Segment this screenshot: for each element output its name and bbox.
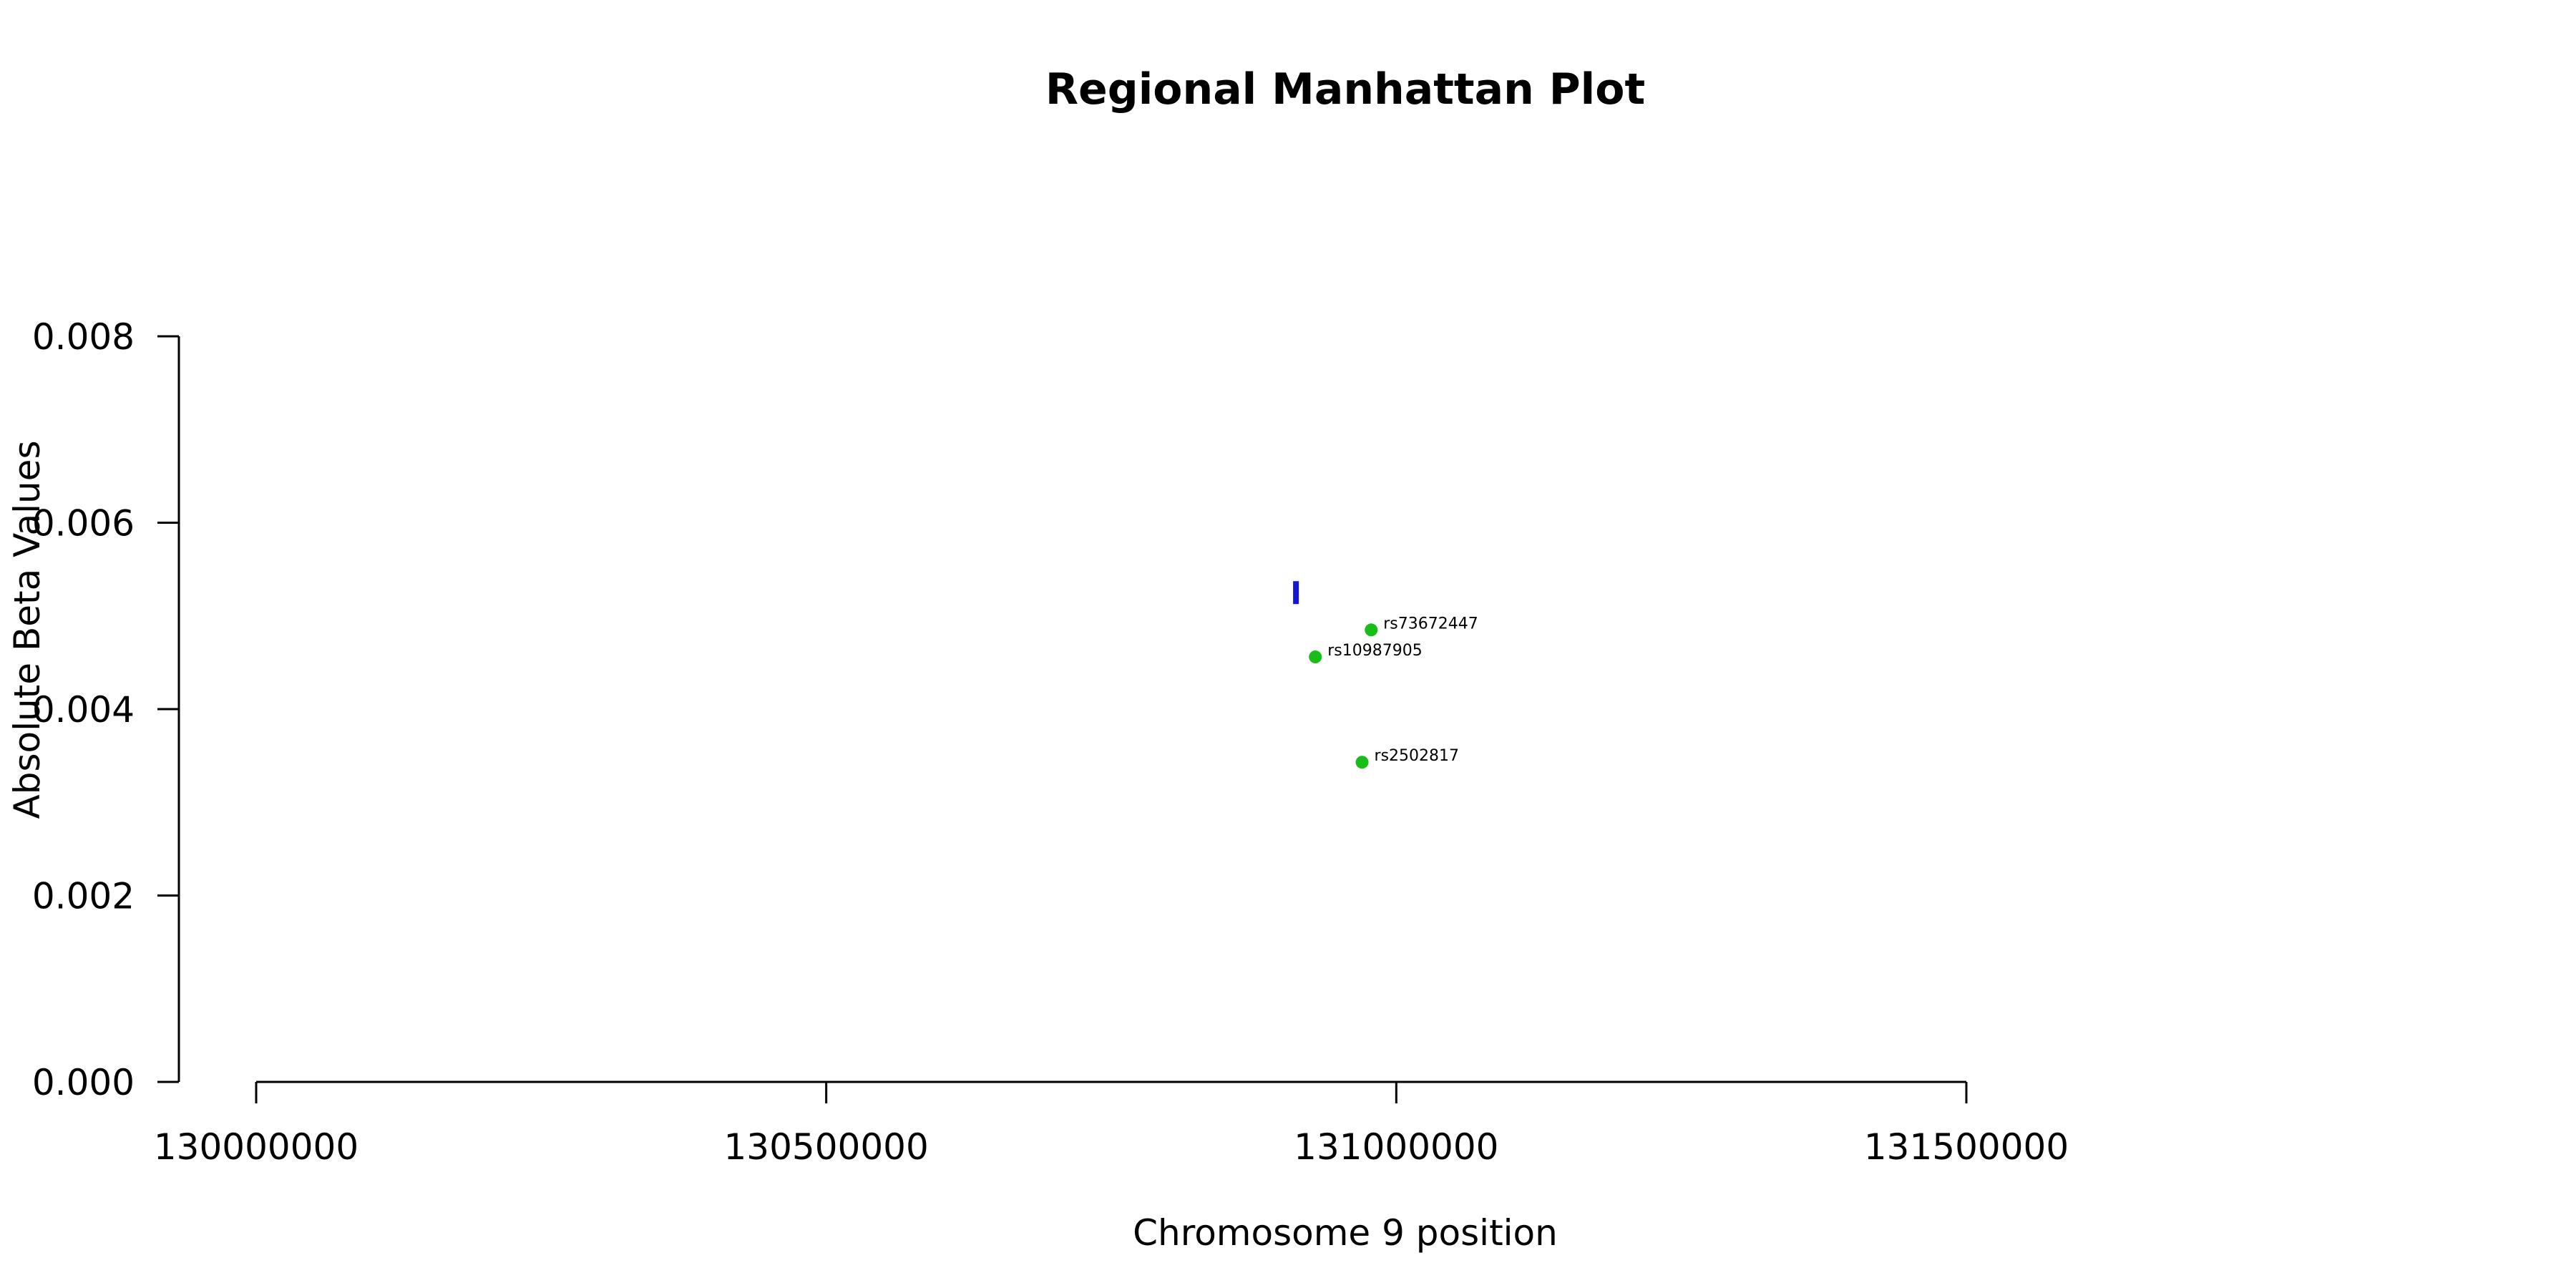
y-tick-label: 0.000 — [32, 1062, 135, 1103]
y-tick-label: 0.002 — [32, 876, 135, 917]
snp-label: rs73672447 — [1383, 615, 1478, 633]
x-tick-label: 131500000 — [1864, 1126, 2069, 1168]
y-axis-label: Absolute Beta Values — [6, 441, 48, 819]
chart-title: Regional Manhattan Plot — [1045, 64, 1645, 114]
highlight-marker — [1293, 581, 1299, 605]
x-axis: 130000000 130500000 131000000 131500000 — [154, 1080, 2069, 1168]
snp-point — [1355, 756, 1369, 769]
x-tick-label: 131000000 — [1294, 1126, 1498, 1168]
snp-label: rs10987905 — [1327, 642, 1422, 660]
y-tick-label: 0.008 — [32, 316, 135, 358]
snp-label: rs2502817 — [1375, 747, 1460, 765]
plot-points: rs73672447 rs10987905 rs2502817 — [1293, 581, 1478, 769]
y-tick-label: 0.006 — [32, 503, 135, 545]
x-axis-label: Chromosome 9 position — [1133, 1212, 1558, 1254]
y-tick-label: 0.004 — [32, 689, 135, 731]
snp-point — [1309, 650, 1322, 664]
x-tick-label: 130000000 — [154, 1126, 358, 1168]
x-tick-label: 130500000 — [724, 1126, 929, 1168]
snp-point — [1365, 623, 1378, 637]
y-axis: 0.000 0.002 0.004 0.006 0.008 — [32, 316, 180, 1103]
